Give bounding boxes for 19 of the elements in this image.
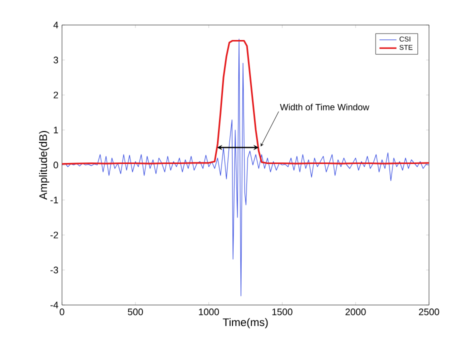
x-tick-label: 2500 — [418, 308, 440, 316]
y-tick-label: 1 — [54, 126, 58, 134]
line-series — [62, 38, 430, 296]
y-tick-label: 3 — [54, 56, 58, 64]
y-tick-label: -3 — [50, 266, 58, 274]
x-tick-label: 1500 — [272, 308, 292, 316]
y-tick-label: -4 — [50, 302, 58, 308]
x-tick-label: 0 — [60, 308, 64, 316]
y-tick-label: 2 — [54, 92, 58, 98]
x-axis-title: Time(ms) — [222, 318, 268, 328]
y-tick-label: 0 — [54, 162, 58, 168]
y-axis-title: Amplitude(dB) — [39, 130, 50, 200]
y-tick-label: -2 — [50, 232, 58, 238]
x-tick-label: 500 — [128, 308, 143, 316]
x-tick-label: 1000 — [198, 308, 219, 316]
y-tick-label: 4 — [53, 22, 58, 28]
x-tick-label: 2000 — [346, 308, 366, 316]
y-tick-label: -1 — [50, 196, 58, 204]
annotation: Width of Time Window — [280, 104, 370, 110]
